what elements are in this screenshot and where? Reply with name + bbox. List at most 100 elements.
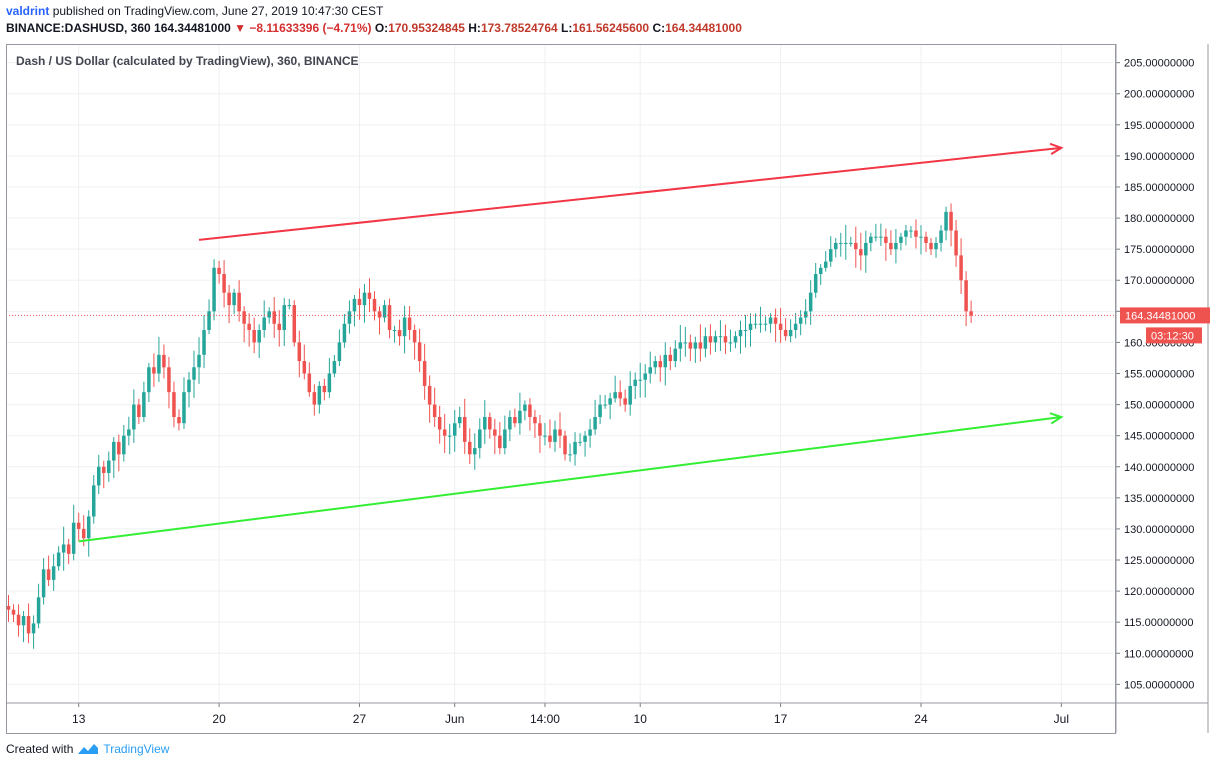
candle-body (31, 623, 36, 634)
candles (6, 203, 973, 649)
price-tick-label: 130.00000000 (1124, 524, 1194, 536)
candle-body (964, 280, 968, 312)
support-trendline (78, 416, 1062, 543)
candle-body (884, 236, 888, 243)
candle-body (192, 367, 196, 380)
candle-body (934, 242, 938, 250)
price-tick-label: 145.00000000 (1124, 431, 1194, 443)
candle-body (397, 329, 402, 337)
candle-body (162, 354, 166, 368)
time-tick-label: 27 (353, 712, 367, 726)
candle-body (763, 323, 768, 325)
candle-body (237, 292, 241, 312)
candle-body (623, 398, 627, 405)
candle-body (468, 441, 472, 455)
candle-body (317, 385, 322, 405)
tradingview-link[interactable]: TradingView (103, 742, 170, 756)
price-chart[interactable]: 205.00000000 200.00000000 195.00000000 190.… (0, 0, 1214, 740)
candle-body (483, 417, 487, 430)
candle-body (61, 544, 66, 553)
candle-body (643, 373, 647, 380)
candle-body (688, 342, 693, 349)
candle-body (91, 485, 96, 517)
price-tick-label: 125.00000000 (1124, 555, 1194, 567)
candle-body (533, 417, 537, 424)
candle-body (904, 230, 908, 237)
candle-body (292, 305, 297, 343)
candle-body (337, 342, 342, 362)
candle-body (523, 404, 527, 411)
candle-body (919, 236, 923, 238)
candle-body (879, 236, 883, 238)
candle-body (563, 435, 567, 455)
time-axis[interactable]: 13 20 27 Jun 14:00 10 17 24 Jul (6, 702, 1208, 726)
candle-body (357, 298, 362, 306)
candle-body (633, 379, 637, 386)
candle-body (718, 336, 723, 338)
candle-body (147, 367, 151, 393)
countdown-tag: 03:12:30 (1151, 330, 1194, 342)
candle-body (81, 528, 86, 539)
candle-body (638, 379, 642, 381)
time-tick-label: 24 (914, 712, 928, 726)
author-link[interactable]: valdrint (6, 4, 50, 18)
candle-body (588, 429, 592, 436)
candle-body (959, 255, 963, 281)
candle-body (297, 342, 302, 362)
candle-body (678, 342, 683, 349)
candle-body (167, 367, 171, 393)
price-axis[interactable]: 205.00000000 200.00000000 195.00000000 190.… (1115, 44, 1209, 733)
candle-body (798, 317, 803, 324)
candle-body (538, 423, 542, 436)
candle-body (102, 466, 106, 473)
candle-body (864, 242, 868, 256)
candle-body (392, 329, 397, 331)
candle-body (332, 361, 337, 374)
candle-body (498, 435, 502, 449)
price-tick-label: 170.00000000 (1124, 275, 1194, 287)
candle-body (16, 614, 21, 626)
candle-body (207, 311, 211, 330)
candle-body (437, 417, 442, 430)
candle-body (583, 435, 587, 442)
candle-body (447, 435, 452, 437)
time-tick-label: 14:00 (530, 712, 560, 726)
low-label: L: (561, 21, 573, 35)
candle-body (457, 417, 462, 424)
last-price: 164.34481000 (154, 21, 231, 35)
candle-body (894, 242, 898, 250)
candle-body (242, 311, 246, 324)
candle-body (808, 292, 813, 312)
candle-body (66, 544, 71, 554)
footer: Created with TradingView (6, 742, 169, 756)
candle-body (76, 522, 81, 529)
price-tick-label: 195.00000000 (1124, 120, 1194, 132)
candle-body (513, 417, 517, 424)
candle-body (768, 317, 773, 324)
candle-body (347, 311, 352, 324)
candle-body (462, 417, 467, 442)
tradingview-logo-icon (78, 744, 99, 754)
change-value: −8.11633396 (−4.71%) (249, 21, 372, 35)
candle-body (698, 342, 703, 349)
price-tag-bg (1120, 307, 1210, 324)
candle-body (663, 354, 668, 368)
candle-body (939, 230, 943, 243)
publish-line: valdrint published on TradingView.com, J… (6, 4, 383, 18)
candle-body (177, 417, 181, 424)
candle-body (36, 597, 41, 624)
candle-body (202, 329, 206, 355)
price-tick-label: 190.00000000 (1124, 151, 1194, 163)
candle-body (377, 311, 382, 318)
candle-body (117, 441, 121, 455)
candle-body (854, 242, 858, 250)
symbol-line: BINANCE:DASHUSD, 360 164.34481000 ▼ −8.1… (6, 21, 742, 35)
open-label: O: (374, 21, 389, 35)
candle-body (648, 367, 652, 374)
candle-body (493, 429, 497, 436)
support-arrow-icon (1049, 412, 1064, 425)
candle-body (427, 385, 432, 405)
candle-body (673, 348, 678, 362)
candle-body (172, 392, 176, 418)
candle-body (813, 274, 818, 293)
